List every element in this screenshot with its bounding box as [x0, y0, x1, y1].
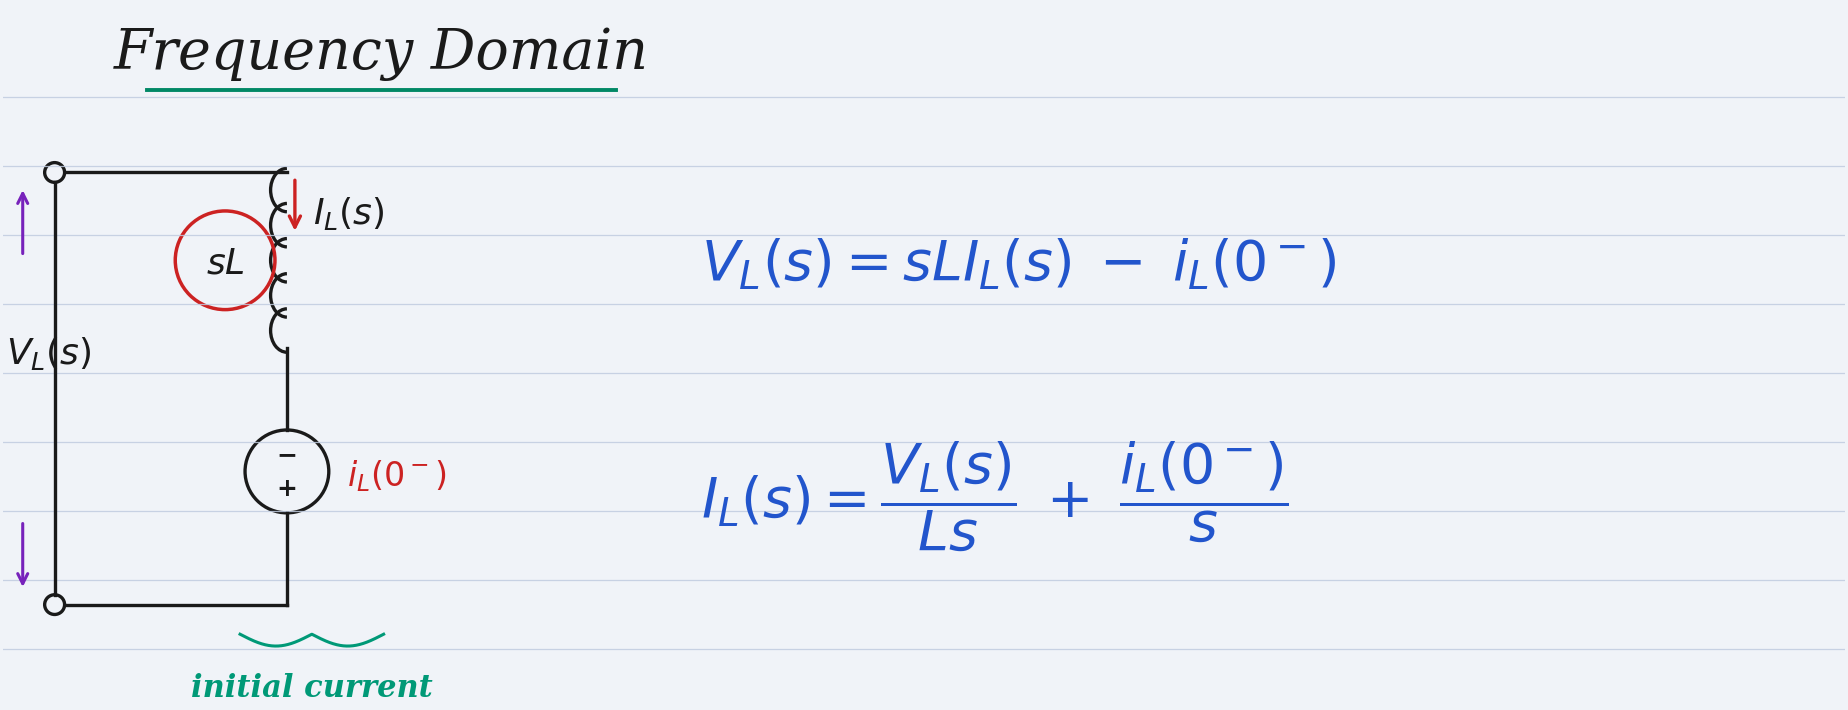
- Text: Frequency Domain: Frequency Domain: [115, 27, 649, 82]
- Text: $sL$: $sL$: [205, 246, 244, 280]
- Text: $V_L(s)$: $V_L(s)$: [6, 334, 91, 371]
- Text: $I_L(s)$: $I_L(s)$: [312, 195, 384, 232]
- Text: −: −: [277, 442, 298, 466]
- Text: $I_L(s) = \dfrac{V_L(s)}{Ls}\;+\;\dfrac{i_L(0^-)}{s}$: $I_L(s) = \dfrac{V_L(s)}{Ls}\;+\;\dfrac{…: [700, 439, 1288, 553]
- Text: initial current: initial current: [190, 673, 432, 704]
- Text: +: +: [277, 477, 298, 501]
- Text: $i_L(0^-)$: $i_L(0^-)$: [347, 459, 447, 494]
- Text: $V_L(s) = sLI_L(s)\;-\;i_L(0^-)$: $V_L(s) = sLI_L(s)\;-\;i_L(0^-)$: [700, 237, 1336, 292]
